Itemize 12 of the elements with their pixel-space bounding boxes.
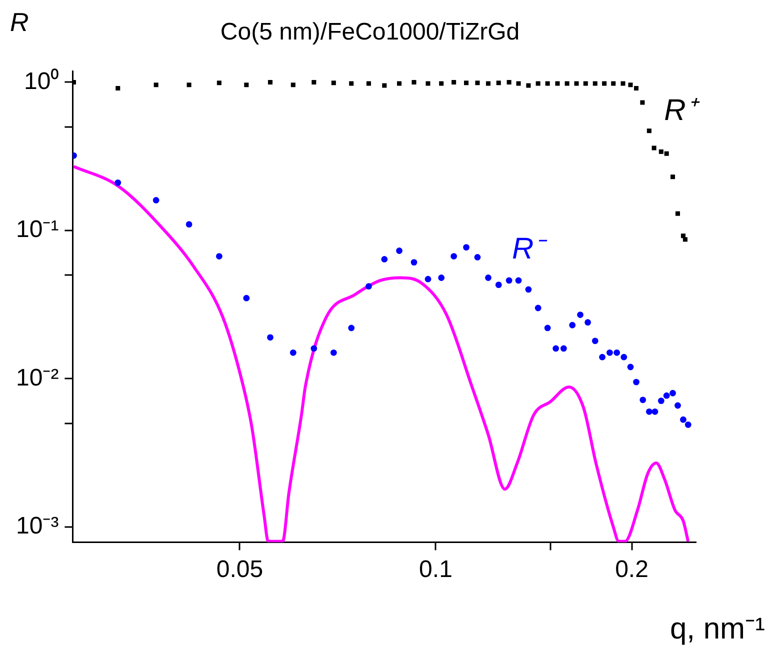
x-tick-label: 0.2 xyxy=(615,556,648,584)
x-tick-label: 0.1 xyxy=(419,556,452,584)
chart-title: Co(5 nm)/FeCo1000/TiZrGd xyxy=(220,18,520,46)
y-tick-label: 10⁰ xyxy=(24,68,59,95)
x-tick-label: 0.05 xyxy=(216,556,264,584)
y-tick-label: 10⁻³ xyxy=(16,512,59,540)
y-tick-label: 10⁻² xyxy=(16,364,59,392)
y-tick-label: 10⁻¹ xyxy=(16,216,59,244)
series-label: R⁻ xyxy=(512,232,548,266)
x-axis-title: q, nm⁻¹ xyxy=(670,612,765,646)
y-axis-title: R xyxy=(10,7,29,38)
series-label: R⁺ xyxy=(664,94,700,127)
